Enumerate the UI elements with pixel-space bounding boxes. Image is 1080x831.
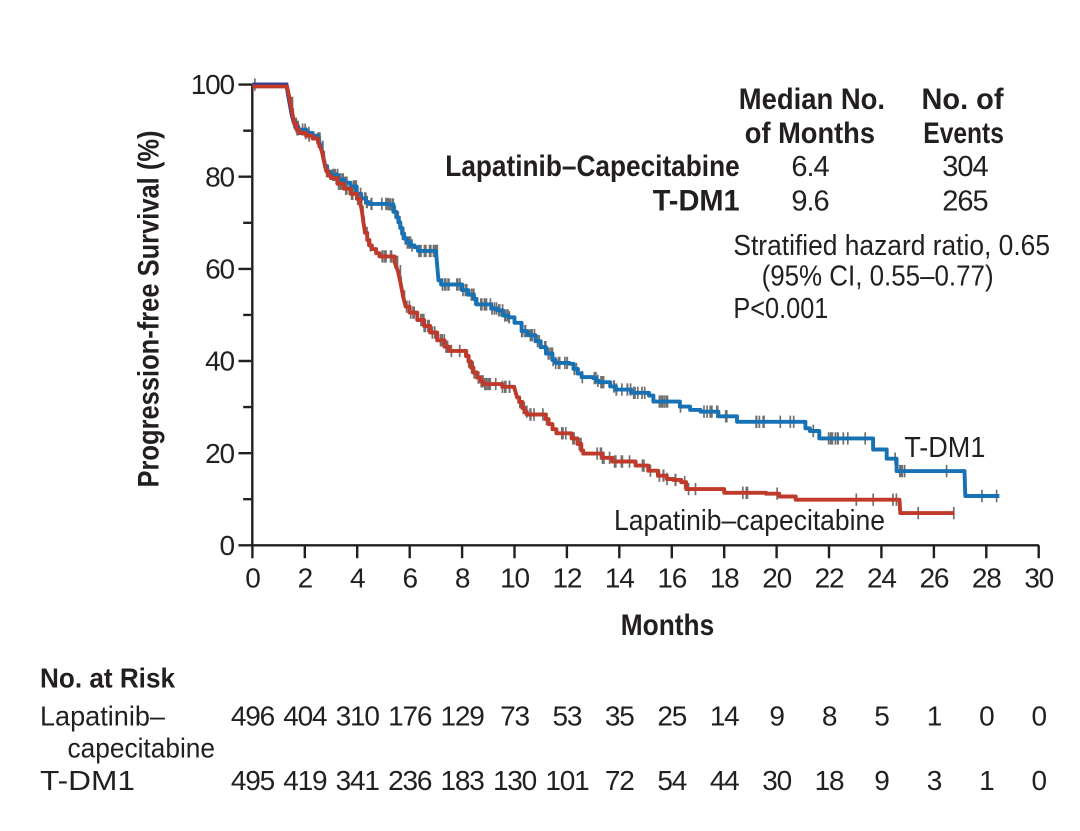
svg-text:130: 130 <box>493 765 537 796</box>
svg-text:25: 25 <box>657 701 686 732</box>
svg-text:35: 35 <box>605 701 634 732</box>
svg-text:T-DM1: T-DM1 <box>653 185 740 218</box>
svg-text:Events: Events <box>923 117 1004 150</box>
svg-text:8: 8 <box>822 701 837 732</box>
svg-text:of Months: of Months <box>745 117 875 150</box>
svg-text:0: 0 <box>979 701 994 732</box>
svg-text:44: 44 <box>710 765 739 796</box>
svg-text:100: 100 <box>191 69 235 100</box>
svg-text:T-DM1: T-DM1 <box>40 765 135 796</box>
svg-text:8: 8 <box>455 562 470 593</box>
svg-text:Median No.: Median No. <box>739 83 885 116</box>
svg-text:496: 496 <box>231 701 275 732</box>
svg-text:1: 1 <box>927 701 942 732</box>
svg-text:304: 304 <box>942 151 988 183</box>
svg-text:310: 310 <box>336 701 380 732</box>
svg-text:28: 28 <box>972 562 1001 593</box>
svg-text:72: 72 <box>605 765 634 796</box>
svg-text:18: 18 <box>710 562 739 593</box>
svg-text:14: 14 <box>605 562 634 593</box>
svg-text:Lapatinib–: Lapatinib– <box>40 701 165 732</box>
svg-text:341: 341 <box>336 765 380 796</box>
svg-text:2: 2 <box>298 562 313 593</box>
svg-text:24: 24 <box>867 562 896 593</box>
svg-text:Stratified hazard ratio, 0.65: Stratified hazard ratio, 0.65 <box>733 230 1050 262</box>
svg-text:9: 9 <box>874 765 889 796</box>
svg-text:1: 1 <box>979 765 994 796</box>
svg-text:30: 30 <box>762 765 791 796</box>
svg-text:73: 73 <box>500 701 529 732</box>
svg-text:3: 3 <box>927 765 942 796</box>
svg-text:No. at Risk: No. at Risk <box>40 663 175 694</box>
svg-text:20: 20 <box>762 562 791 593</box>
svg-text:4: 4 <box>350 562 365 593</box>
svg-text:419: 419 <box>283 765 327 796</box>
svg-text:60: 60 <box>205 254 234 285</box>
svg-text:18: 18 <box>815 765 844 796</box>
svg-text:129: 129 <box>441 701 485 732</box>
svg-text:0: 0 <box>1032 701 1047 732</box>
svg-text:6: 6 <box>403 562 418 593</box>
svg-text:495: 495 <box>231 765 275 796</box>
svg-text:16: 16 <box>657 562 686 593</box>
svg-text:404: 404 <box>283 701 327 732</box>
svg-text:Months: Months <box>621 609 714 642</box>
svg-text:No. of: No. of <box>922 83 1005 116</box>
svg-text:9: 9 <box>769 701 784 732</box>
svg-text:Lapatinib–capecitabine: Lapatinib–capecitabine <box>614 505 885 537</box>
svg-text:10: 10 <box>500 562 529 593</box>
svg-text:236: 236 <box>388 765 432 796</box>
svg-text:6.4: 6.4 <box>791 151 829 183</box>
svg-text:80: 80 <box>205 161 234 192</box>
svg-text:30: 30 <box>1024 562 1053 593</box>
svg-text:0: 0 <box>220 530 235 561</box>
svg-text:Lapatinib–Capecitabine: Lapatinib–Capecitabine <box>445 150 739 183</box>
svg-text:40: 40 <box>205 346 234 377</box>
svg-text:14: 14 <box>710 701 739 732</box>
svg-text:22: 22 <box>815 562 844 593</box>
svg-text:0: 0 <box>245 562 260 593</box>
svg-text:265: 265 <box>942 186 987 218</box>
svg-text:9.6: 9.6 <box>791 186 828 218</box>
svg-text:183: 183 <box>441 765 485 796</box>
svg-text:101: 101 <box>545 765 589 796</box>
svg-text:54: 54 <box>657 765 686 796</box>
svg-text:Progression-free Survival (%): Progression-free Survival (%) <box>133 131 166 488</box>
svg-text:T-DM1: T-DM1 <box>904 432 985 464</box>
svg-text:0: 0 <box>1032 765 1047 796</box>
svg-text:26: 26 <box>920 562 949 593</box>
svg-text:P<0.001: P<0.001 <box>733 293 828 325</box>
svg-text:5: 5 <box>874 701 889 732</box>
svg-text:12: 12 <box>553 562 582 593</box>
svg-text:(95% CI, 0.55–0.77): (95% CI, 0.55–0.77) <box>762 261 994 293</box>
svg-text:53: 53 <box>553 701 582 732</box>
svg-text:176: 176 <box>388 701 432 732</box>
svg-text:capecitabine: capecitabine <box>68 733 216 764</box>
svg-text:20: 20 <box>205 438 234 469</box>
